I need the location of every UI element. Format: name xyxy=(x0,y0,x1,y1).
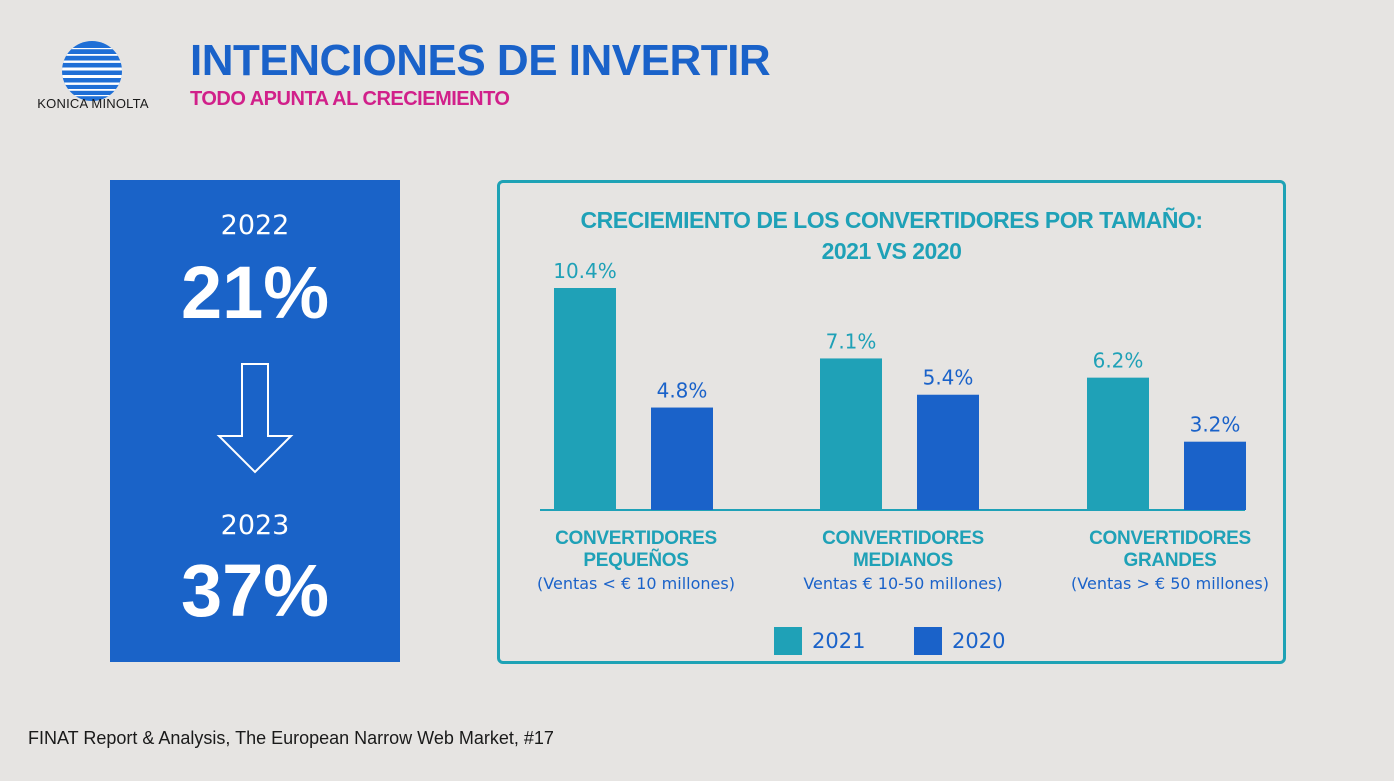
investment-intent-panel: 2022 21% 2023 37% xyxy=(110,180,400,662)
brand-logo: KONICA MINOLTA xyxy=(28,40,158,120)
data-label-small-2020: 4.8% xyxy=(657,379,708,403)
page-subtitle: TODO APUNTA AL CRECIEMIENTO xyxy=(190,88,510,110)
chart-title: CRECIEMIENTO DE LOS CONVERTIDORES POR TA… xyxy=(500,205,1283,267)
brand-name: KONICA MINOLTA xyxy=(37,96,149,111)
legend-label-2021: 2021 xyxy=(812,629,866,653)
legend-label-2020: 2020 xyxy=(952,629,1006,653)
from-year: 2022 xyxy=(220,210,290,241)
category-small-name-1: CONVERTIDORES xyxy=(555,528,717,549)
category-medium-name-2: MEDIANOS xyxy=(853,550,953,571)
category-large-range: (Ventas > € 50 millones) xyxy=(1071,574,1269,593)
data-label-large-2020: 3.2% xyxy=(1190,413,1241,437)
category-small-range: (Ventas < € 10 millones) xyxy=(537,574,735,593)
page-title: INTENCIONES DE INVERTIR xyxy=(190,36,771,85)
to-year: 2023 xyxy=(220,510,290,541)
legend-swatch-2020 xyxy=(914,627,942,655)
bar-small-2020 xyxy=(651,407,713,510)
data-label-small-2021: 10.4% xyxy=(553,259,617,283)
category-large: CONVERTIDORES GRANDES (Ventas > € 50 mil… xyxy=(1050,528,1290,596)
category-small-name-2: PEQUEÑOS xyxy=(583,550,689,571)
bar-large-2020 xyxy=(1184,441,1246,510)
bar-medium-2020 xyxy=(917,394,979,510)
arrow-down-icon xyxy=(216,363,294,474)
category-small: CONVERTIDORES PEQUEÑOS (Ventas < € 10 mi… xyxy=(516,528,756,596)
category-medium-name-1: CONVERTIDORES xyxy=(822,528,984,549)
chart-title-line-2: 2021 VS 2020 xyxy=(821,238,962,264)
data-label-large-2021: 6.2% xyxy=(1093,349,1144,373)
data-label-medium-2020: 5.4% xyxy=(923,366,974,390)
from-value: 21% xyxy=(180,251,330,334)
bar-medium-2021 xyxy=(820,358,882,510)
to-value: 37% xyxy=(180,549,330,632)
legend-item-2021: 2021 xyxy=(774,627,865,655)
bar-chart: 10.4% 7.1% 6.2% 4.8% 5.4% 3.2% xyxy=(540,259,1246,511)
category-large-name-2: GRANDES xyxy=(1123,550,1217,571)
growth-chart: CRECIEMIENTO DE LOS CONVERTIDORES POR TA… xyxy=(497,180,1286,664)
category-medium: CONVERTIDORES MEDIANOS Ventas € 10-50 mi… xyxy=(783,528,1023,596)
globe-icon xyxy=(62,41,122,101)
bar-small-2021 xyxy=(554,288,616,510)
category-medium-range: Ventas € 10-50 millones) xyxy=(803,574,1003,593)
bar-large-2021 xyxy=(1087,377,1149,510)
chart-title-line-1: CRECIEMIENTO DE LOS CONVERTIDORES POR TA… xyxy=(580,207,1203,233)
data-label-medium-2021: 7.1% xyxy=(826,329,877,353)
legend-item-2020: 2020 xyxy=(914,627,1005,655)
source-citation: FINAT Report & Analysis, The European Na… xyxy=(28,728,554,748)
category-large-name-1: CONVERTIDORES xyxy=(1089,528,1251,549)
legend-swatch-2021 xyxy=(774,627,802,655)
